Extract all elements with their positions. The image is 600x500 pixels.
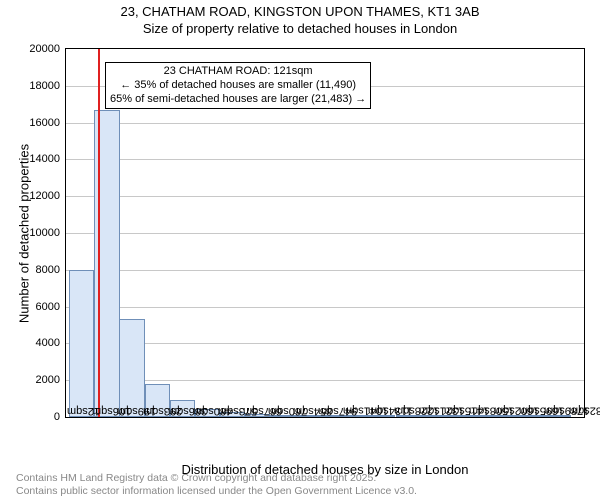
y-tick-label: 10000 [10, 227, 60, 239]
footer-line-1: Contains HM Land Registry data © Crown c… [16, 472, 417, 485]
annotation-box: 23 CHATHAM ROAD: 121sqm ← 35% of detache… [105, 62, 371, 109]
title-line-2: Size of property relative to detached ho… [0, 21, 600, 38]
histogram-bar [69, 270, 94, 417]
gridline-h [66, 270, 584, 271]
annotation-line-3: 65% of semi-detached houses are larger (… [110, 93, 366, 107]
annotation-line-1: 23 CHATHAM ROAD: 121sqm [110, 65, 366, 79]
y-tick-label: 18000 [10, 80, 60, 92]
title-line-1: 23, CHATHAM ROAD, KINGSTON UPON THAMES, … [0, 4, 600, 21]
annotation-line-2: ← 35% of detached houses are smaller (11… [110, 79, 366, 93]
gridline-h [66, 307, 584, 308]
footer-line-2: Contains public sector information licen… [16, 485, 417, 498]
y-tick-label: 14000 [10, 153, 60, 165]
chart-title: 23, CHATHAM ROAD, KINGSTON UPON THAMES, … [0, 4, 600, 38]
y-tick-label: 0 [10, 411, 60, 423]
gridline-h [66, 123, 584, 124]
gridline-h [66, 233, 584, 234]
y-tick-label: 2000 [10, 374, 60, 386]
gridline-h [66, 159, 584, 160]
y-tick-label: 6000 [10, 301, 60, 313]
y-tick-label: 16000 [10, 117, 60, 129]
y-tick-label: 4000 [10, 337, 60, 349]
gridline-h [66, 196, 584, 197]
histogram-bar [119, 319, 144, 417]
y-tick-label: 8000 [10, 264, 60, 276]
y-tick-label: 20000 [10, 43, 60, 55]
y-tick-label: 12000 [10, 190, 60, 202]
reference-line [98, 49, 100, 417]
footer-attribution: Contains HM Land Registry data © Crown c… [16, 472, 417, 498]
